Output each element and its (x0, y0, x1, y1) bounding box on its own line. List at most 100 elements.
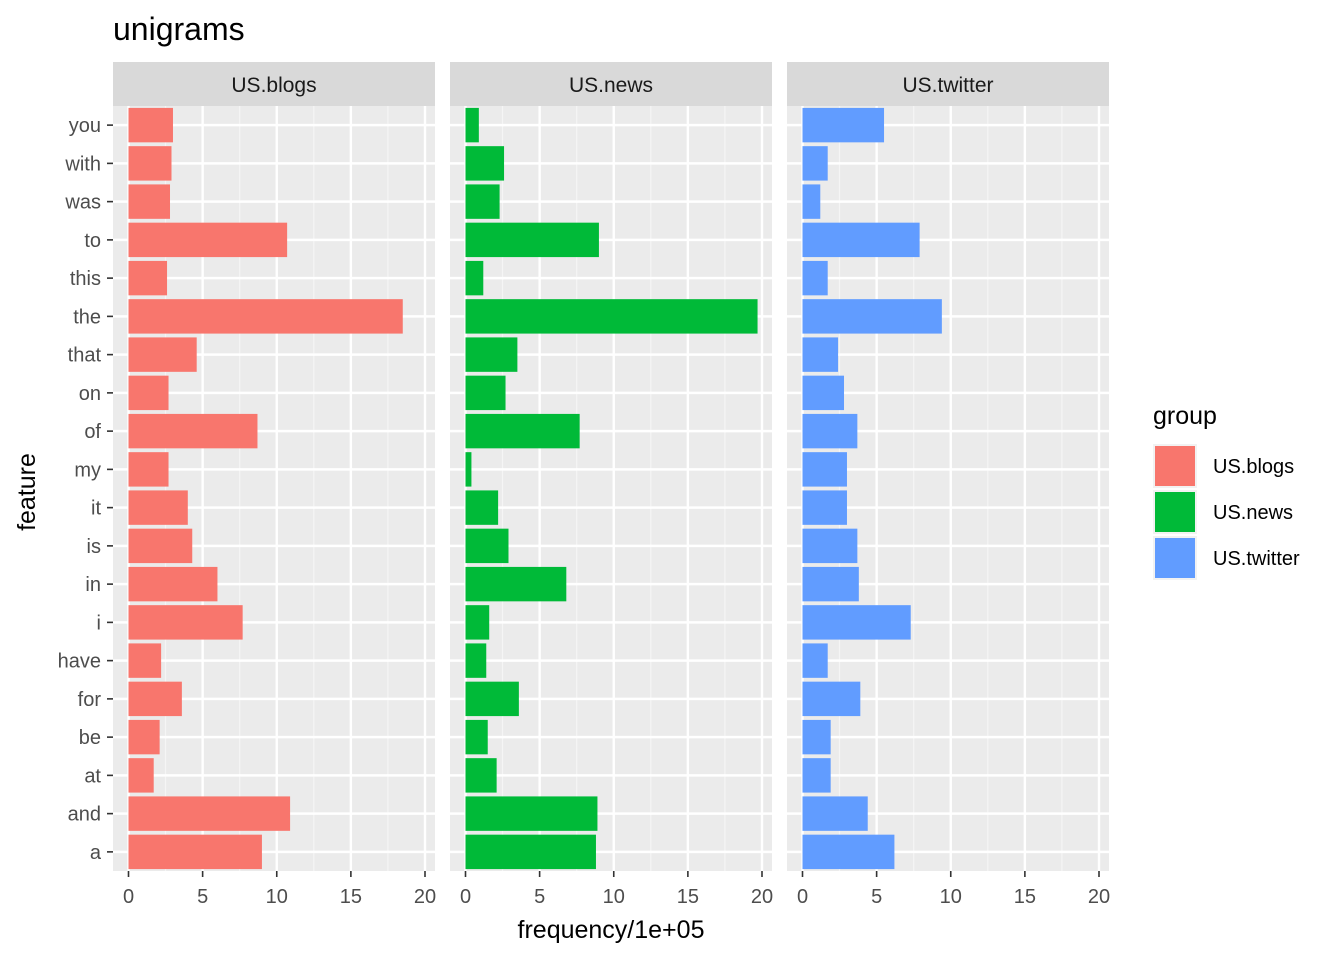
bar-of (465, 413, 580, 449)
bar-for (465, 681, 519, 717)
bar-with (802, 146, 828, 181)
bar-at (802, 758, 831, 793)
bar-a (465, 834, 596, 870)
bar-in (802, 566, 859, 602)
bar-in (465, 566, 567, 602)
legend-label: US.blogs (1213, 456, 1294, 478)
facet-panel: US.blogs 0 5 10 15 20 (113, 62, 436, 908)
bar-be (128, 719, 160, 755)
bar-was (465, 184, 500, 219)
bar-is (465, 528, 509, 564)
bar-to (802, 222, 920, 258)
bar-have (128, 643, 162, 678)
bar-i (128, 605, 243, 640)
y-tick-label: and (68, 804, 101, 826)
x-tick-label: 15 (1014, 886, 1036, 908)
y-tick-label: be (79, 727, 101, 749)
x-tick-label: 5 (871, 886, 882, 908)
bar-a (128, 834, 262, 870)
y-tick-label: to (84, 230, 101, 252)
bar-and (128, 796, 291, 831)
y-tick-label: have (58, 651, 101, 673)
legend-label: US.twitter (1213, 548, 1300, 570)
y-tick-label: i (97, 612, 101, 634)
bar-a (802, 834, 895, 870)
bar-on (128, 375, 169, 411)
x-tick-label: 0 (797, 886, 808, 908)
panel-background (113, 106, 435, 871)
x-tick-label: 20 (414, 886, 436, 908)
facet-strip (113, 62, 435, 106)
bar-for (128, 681, 182, 717)
panel-background (450, 106, 772, 871)
bar-was (802, 184, 821, 219)
bar-that (465, 337, 518, 372)
bar-the (128, 299, 403, 334)
facet-strip (450, 62, 772, 106)
x-tick-label: 10 (603, 886, 625, 908)
facet-panel: US.news 0 5 10 15 20 (450, 62, 773, 908)
facet-strip-label: US.news (569, 74, 653, 97)
bar-you (128, 107, 173, 143)
bar-that (802, 337, 839, 372)
bar-to (128, 222, 288, 258)
bar-is (128, 528, 193, 564)
bar-the (465, 299, 758, 334)
y-axis-title: feature (13, 453, 41, 531)
bar-my (128, 452, 169, 487)
x-tick-label: 10 (266, 886, 288, 908)
bar-with (128, 146, 172, 181)
bar-and (802, 796, 868, 831)
facet-panel: US.twitter 0 5 10 15 20 (787, 62, 1110, 908)
bar-to (465, 222, 599, 258)
y-tick-label: on (79, 383, 101, 405)
bar-have (465, 643, 487, 678)
bar-in (128, 566, 218, 602)
chart-title: unigrams (113, 11, 245, 47)
bar-on (465, 375, 506, 411)
bar-with (465, 146, 505, 181)
y-tick-label: a (90, 842, 102, 864)
y-tick-label: for (78, 689, 102, 711)
legend-key-swatch (1155, 446, 1195, 486)
y-tick-label: my (74, 459, 101, 481)
bar-of (128, 413, 258, 449)
x-tick-label: 0 (460, 886, 471, 908)
y-tick-label: of (84, 421, 101, 443)
facet-strip-label: US.twitter (902, 74, 993, 97)
y-tick-label: it (91, 498, 101, 520)
bar-be (465, 719, 488, 755)
bar-on (802, 375, 845, 411)
bar-you (802, 107, 885, 143)
bar-at (465, 758, 497, 793)
y-tick-label: at (84, 765, 101, 787)
y-tick-label: was (64, 192, 101, 214)
y-tick-label: with (64, 153, 101, 175)
x-tick-label: 20 (1088, 886, 1110, 908)
legend-label: US.news (1213, 502, 1293, 524)
x-tick-label: 0 (123, 886, 134, 908)
bar-for (802, 681, 861, 717)
bar-was (128, 184, 171, 219)
bar-this (128, 260, 168, 296)
bar-be (802, 719, 831, 755)
facet-strip (787, 62, 1109, 106)
bar-of (802, 413, 858, 449)
bar-and (465, 796, 598, 831)
bar-you (465, 107, 479, 143)
y-tick-label: the (73, 306, 101, 328)
x-axis-title: frequency/1e+05 (518, 916, 705, 944)
legend-key-swatch (1155, 538, 1195, 578)
bar-it (128, 490, 188, 525)
x-tick-label: 15 (340, 886, 362, 908)
bar-this (802, 260, 828, 296)
x-tick-label: 10 (940, 886, 962, 908)
y-axis: you with was to this the that on of my it is in i have… (58, 115, 113, 864)
y-tick-label: that (68, 345, 102, 367)
bar-the (802, 299, 942, 334)
bar-my (465, 452, 472, 487)
bar-it (802, 490, 847, 525)
y-tick-label: you (69, 115, 101, 137)
bar-this (465, 260, 484, 296)
